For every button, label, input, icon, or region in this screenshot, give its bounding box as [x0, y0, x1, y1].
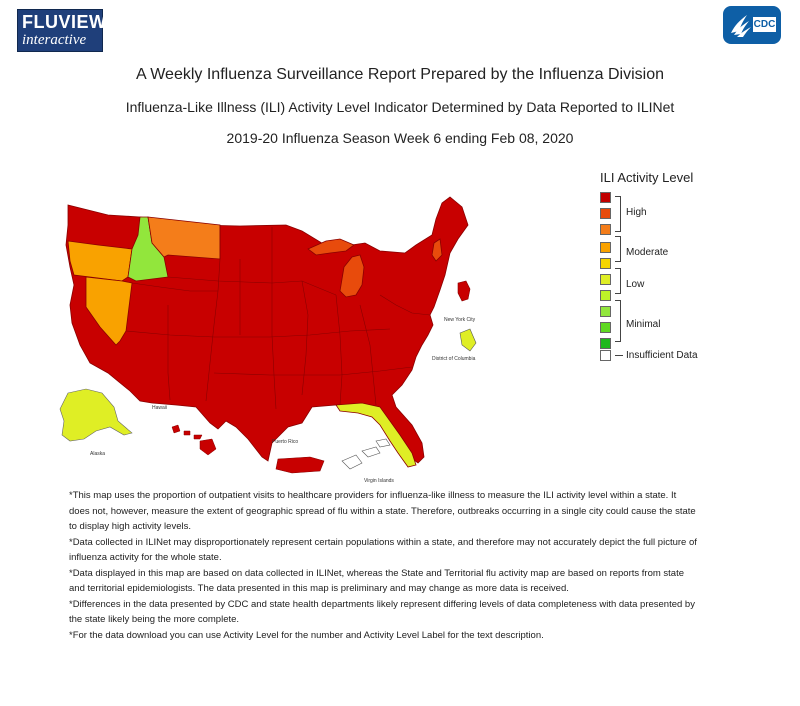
virgin-islands[interactable]: [341, 438, 391, 470]
legend-insufficient-dash: [615, 355, 623, 356]
legend-label-minimal: Minimal: [626, 319, 661, 330]
legend-label-moderate: Moderate: [626, 247, 669, 258]
legend-swatch-level-8: [600, 224, 611, 235]
note-4: *Differences in the data presented by CD…: [69, 598, 695, 626]
alaska-label: Alaska: [90, 451, 105, 457]
report-title: A Weekly Influenza Surveillance Report P…: [136, 66, 664, 83]
cdc-logo[interactable]: CDC: [723, 6, 781, 44]
legend-swatch-level-10: [600, 192, 611, 203]
hhs-eagle-icon: [731, 15, 751, 37]
dc-label: District of Columbia: [432, 356, 476, 362]
note-2: *Data collected in ILINet may disproport…: [69, 536, 697, 564]
alaska[interactable]: [59, 388, 133, 442]
hawaii-label: Hawaii: [152, 405, 167, 411]
puerto-rico[interactable]: [275, 456, 325, 474]
legend-swatch-insufficient: [600, 350, 611, 361]
florida[interactable]: [335, 402, 417, 468]
footnotes: *This map uses the proportion of outpati…: [69, 488, 699, 643]
legend-label-high: High: [626, 207, 647, 218]
legend-bracket-moderate: [615, 236, 621, 262]
legend-bracket-low: [615, 268, 621, 294]
state-borders: [125, 225, 431, 410]
us-mainland[interactable]: [65, 196, 469, 464]
hawaii[interactable]: [171, 424, 217, 456]
virgin-islands-label: Virgin Islands: [364, 478, 394, 484]
legend-swatch-level-4: [600, 290, 611, 301]
legend-swatch-level-6: [600, 258, 611, 269]
nevada[interactable]: [85, 276, 133, 346]
fluview-logo[interactable]: FLUVIEW interactive: [17, 9, 107, 52]
new-york-city[interactable]: [457, 280, 471, 302]
note-1: *This map uses the proportion of outpati…: [69, 490, 696, 532]
oregon[interactable]: [67, 240, 133, 282]
michigan[interactable]: [339, 254, 365, 298]
puerto-rico-label: Puerto Rico: [272, 439, 298, 445]
legend-swatch-level-5: [600, 274, 611, 285]
note-5: *For the data download you can use Activ…: [69, 629, 544, 641]
note-3: *Data displayed in this map are based on…: [69, 567, 685, 595]
legend-swatch-level-3: [600, 306, 611, 317]
nyc-label: New York City: [444, 317, 476, 323]
report-subtitle: Influenza-Like Illness (ILI) Activity Le…: [125, 99, 675, 115]
legend-swatch-level-7: [600, 242, 611, 253]
legend-bracket-high: [615, 196, 621, 232]
ili-legend: ILI Activity Level High Moderate Low Min…: [598, 170, 798, 370]
legend-swatch-level-1: [600, 338, 611, 349]
michigan-upper[interactable]: [307, 238, 355, 256]
fluview-logo-text: FLUVIEW: [22, 12, 107, 32]
district-of-columbia[interactable]: [459, 328, 477, 352]
legend-swatch-level-9: [600, 208, 611, 219]
ili-activity-map[interactable]: New York City District of Columbia Alask…: [40, 195, 490, 485]
legend-title: ILI Activity Level: [600, 170, 694, 185]
legend-label-low: Low: [626, 279, 645, 290]
fluview-logo-subtext: interactive: [22, 32, 87, 48]
legend-bracket-minimal: [615, 300, 621, 342]
legend-label-insufficient: Insufficient Data: [626, 350, 698, 361]
legend-swatch-level-2: [600, 322, 611, 333]
cdc-logo-text: CDC: [753, 17, 776, 32]
season-week-title: 2019-20 Influenza Season Week 6 ending F…: [226, 130, 574, 146]
new-hampshire[interactable]: [431, 238, 443, 262]
